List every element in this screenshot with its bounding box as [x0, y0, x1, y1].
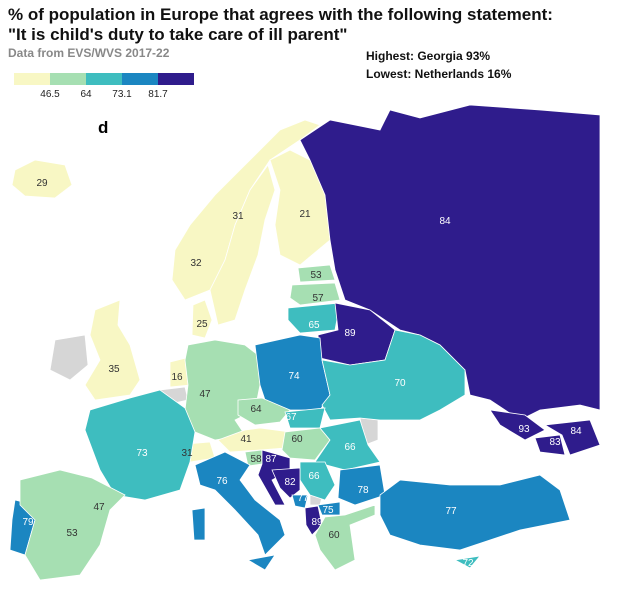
legend-label: 46.5	[40, 89, 60, 100]
legend-label: 73.1	[112, 89, 132, 100]
region-label: 74	[288, 371, 300, 382]
region	[379, 474, 571, 551]
region-label: 47	[199, 389, 211, 400]
title-line: "It is child's duty to take care of ill …	[8, 25, 347, 44]
region-label: 31	[181, 448, 193, 459]
region	[19, 469, 126, 581]
region	[543, 419, 601, 456]
region-label: 58	[250, 454, 262, 465]
region-label: 60	[291, 434, 303, 445]
annotation: Lowest: Netherlands 16%	[366, 67, 512, 81]
legend-swatch	[14, 73, 50, 85]
region-label: 64	[250, 404, 262, 415]
region	[321, 329, 466, 421]
region	[11, 159, 73, 199]
legend-label: 81.7	[148, 89, 168, 100]
region	[184, 339, 261, 441]
region	[209, 164, 276, 326]
region-label: 57	[312, 293, 324, 304]
region-label: 82	[284, 477, 296, 488]
region	[269, 149, 331, 266]
region	[287, 302, 341, 334]
region-label: 32	[190, 258, 202, 269]
region-label: 76	[216, 476, 228, 487]
region-label: 84	[439, 216, 451, 227]
region	[237, 397, 291, 426]
map-mark: d	[98, 118, 108, 137]
region-label: 53	[310, 270, 322, 281]
region-label: 89	[344, 328, 356, 339]
region	[257, 449, 291, 506]
region-label: 79	[22, 517, 34, 528]
region-label: 89	[311, 517, 323, 528]
region	[453, 555, 481, 569]
region-label: 93	[518, 424, 530, 435]
region-label: 41	[240, 434, 252, 445]
region-label: 16	[171, 372, 183, 383]
region-label: 75	[322, 505, 334, 516]
region-label: 47	[93, 502, 105, 513]
region-label: 73	[136, 448, 148, 459]
region-label: 66	[344, 442, 356, 453]
region-label: 84	[570, 426, 582, 437]
region-label: 25	[196, 319, 208, 330]
region	[337, 464, 386, 506]
region	[171, 119, 321, 301]
region-label: 77	[445, 506, 457, 517]
region	[84, 389, 196, 501]
region	[304, 505, 323, 536]
region-island	[191, 507, 206, 541]
region	[299, 104, 601, 421]
region-label: 31	[232, 211, 244, 222]
region	[297, 264, 336, 283]
region	[191, 299, 213, 339]
region-label: 72	[462, 558, 474, 569]
map: 29 31 32 21 84 53 57 65 89 25 35 16 47 74 70 64 67 41 60 66…	[9, 104, 601, 581]
region-label: 29	[36, 178, 48, 189]
region	[271, 467, 301, 499]
region	[489, 409, 546, 441]
legend-label: 64	[80, 89, 92, 100]
region	[314, 504, 376, 571]
region-label: 87	[265, 454, 277, 465]
legend-swatch	[50, 73, 86, 85]
no-data	[49, 334, 89, 381]
legend-swatch	[158, 73, 194, 85]
region	[317, 501, 341, 516]
region-label: 53	[66, 528, 78, 539]
title-line: % of population in Europe that agrees wi…	[8, 5, 553, 24]
region-label: 35	[108, 364, 120, 375]
region-label: 70	[394, 378, 406, 389]
region-label: 67	[285, 412, 297, 423]
region	[289, 282, 341, 306]
region-label: 78	[357, 485, 369, 496]
subtitle: Data from EVS/WVS 2017-22	[8, 46, 170, 60]
legend: 46.5 64 73.1 81.7	[14, 73, 194, 100]
region-label: 77	[297, 493, 309, 504]
region-island	[246, 554, 276, 571]
region-label: 60	[328, 530, 340, 541]
region-label: 83	[549, 437, 561, 448]
region-label: 21	[299, 209, 311, 220]
region	[314, 419, 381, 471]
legend-swatch	[122, 73, 158, 85]
region	[194, 451, 286, 556]
region-label: 66	[308, 471, 320, 482]
legend-swatch	[86, 73, 122, 85]
region	[84, 299, 141, 401]
annotation: Highest: Georgia 93%	[366, 49, 490, 63]
region-label: 65	[308, 320, 320, 331]
region	[534, 434, 566, 456]
